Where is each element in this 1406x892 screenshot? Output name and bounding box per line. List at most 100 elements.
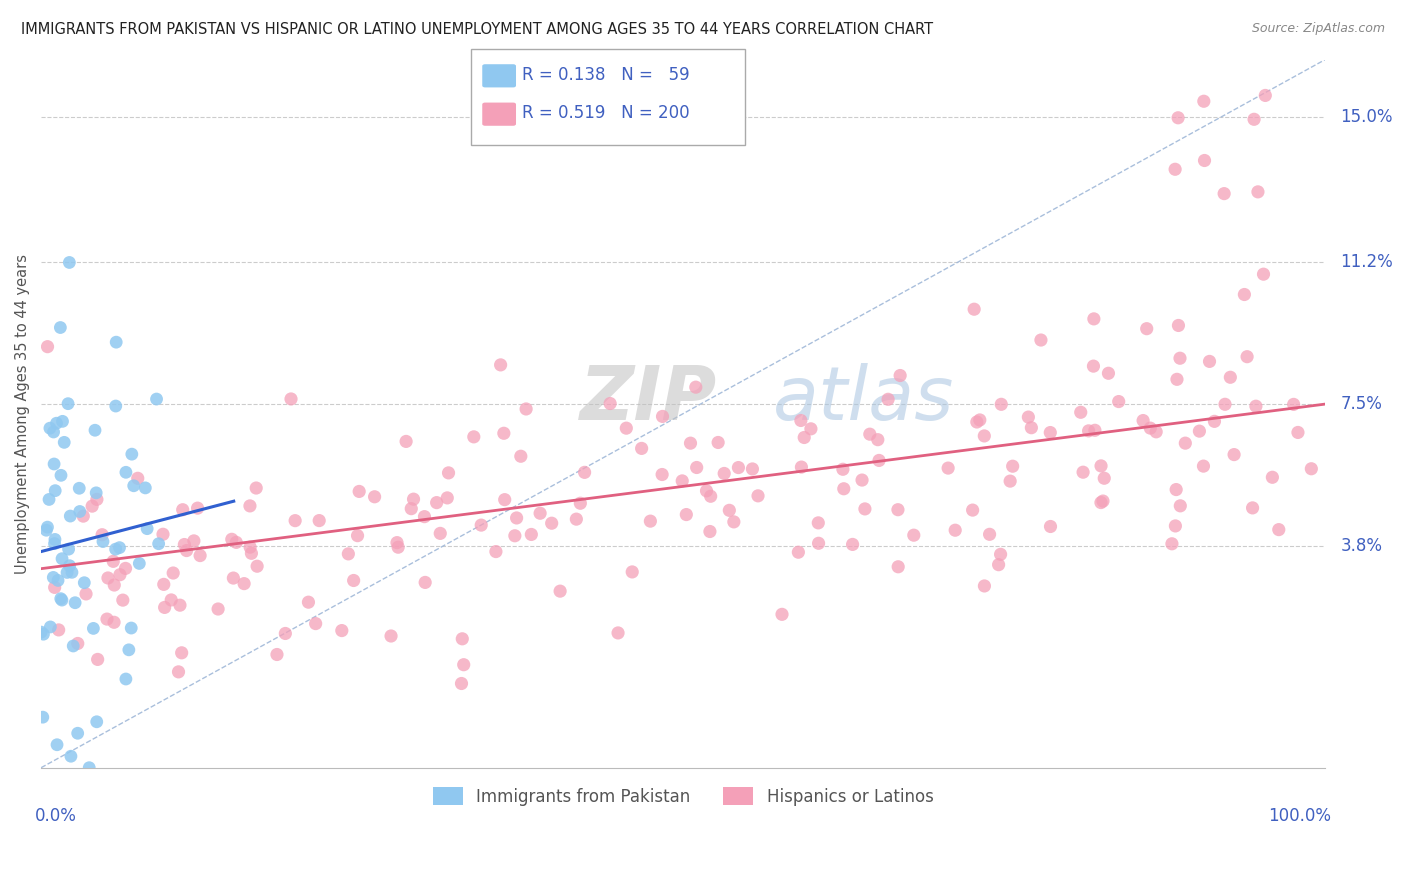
Point (1021, 420, 1043, 434)
Point (695, 483, 717, 498)
Point (297, 595, 319, 609)
Point (84, 486, 107, 500)
Point (1029, 333, 1052, 347)
Point (172, 502, 194, 516)
Point (1168, 351, 1191, 366)
Point (853, 502, 876, 516)
Point (82, 621, 104, 635)
Point (807, 516, 830, 530)
Point (685, 380, 707, 394)
Point (1097, 366, 1119, 380)
Point (1194, 153, 1216, 168)
Text: R = 0.138   N =   59: R = 0.138 N = 59 (522, 66, 689, 84)
Point (1090, 495, 1112, 509)
Text: 0.0%: 0.0% (35, 806, 76, 824)
Point (136, 522, 159, 536)
Point (851, 473, 873, 487)
Point (1001, 459, 1024, 474)
Point (574, 466, 596, 480)
Point (1092, 471, 1115, 485)
Point (160, 593, 183, 607)
Point (1219, 370, 1241, 384)
Point (747, 489, 769, 503)
Point (787, 545, 810, 559)
Point (120, 621, 142, 635)
Point (343, 574, 366, 588)
Point (699, 524, 721, 539)
Point (800, 422, 823, 436)
Point (187, 501, 209, 516)
Point (51, 593, 73, 607)
Point (1017, 410, 1039, 425)
Point (463, 430, 485, 444)
Point (1167, 111, 1189, 125)
Point (741, 462, 763, 476)
Point (401, 501, 423, 516)
Point (128, 557, 150, 571)
Point (1213, 397, 1236, 411)
Point (48, 623, 70, 637)
Point (1090, 458, 1112, 473)
Point (103, 615, 125, 630)
Point (115, 465, 138, 479)
Point (86, 492, 108, 507)
Point (49, 320, 72, 334)
Point (671, 474, 693, 488)
Point (58, 558, 80, 573)
Point (91, 534, 114, 549)
Point (346, 529, 368, 543)
Point (114, 561, 136, 575)
Point (239, 499, 262, 513)
Point (503, 529, 526, 543)
Point (990, 397, 1012, 411)
Point (32, 627, 55, 641)
Point (998, 474, 1021, 488)
Point (104, 542, 127, 557)
Point (103, 554, 125, 568)
Point (308, 514, 330, 528)
Point (1084, 423, 1107, 437)
Point (176, 543, 198, 558)
Point (44, 483, 66, 498)
Point (188, 549, 211, 563)
Point (699, 489, 721, 503)
Point (152, 577, 174, 591)
Point (887, 559, 910, 574)
Point (118, 643, 141, 657)
Point (1188, 424, 1211, 438)
Point (1077, 424, 1099, 438)
Point (49, 591, 72, 606)
Point (75, 587, 97, 601)
Point (520, 527, 543, 541)
Point (91, 527, 114, 541)
Point (936, 461, 959, 475)
Point (1091, 494, 1114, 508)
Point (727, 460, 749, 475)
Point (966, 415, 988, 429)
Point (1139, 421, 1161, 435)
Point (969, 413, 991, 427)
Legend: Immigrants from Pakistan, Hispanics or Latinos: Immigrants from Pakistan, Hispanics or L… (426, 780, 941, 813)
Point (59, 749, 82, 764)
Point (1204, 414, 1226, 428)
Point (31, 710, 53, 724)
Point (903, 528, 925, 542)
Point (56, 566, 79, 580)
Point (540, 516, 562, 531)
Point (1174, 436, 1197, 450)
Point (44, 581, 66, 595)
Point (1136, 321, 1159, 335)
Point (347, 484, 370, 499)
Point (1247, 185, 1270, 199)
Point (877, 392, 900, 407)
Point (246, 559, 269, 574)
Point (121, 447, 143, 461)
Point (1083, 311, 1105, 326)
Point (1168, 499, 1191, 513)
Point (451, 632, 474, 646)
Point (239, 540, 262, 554)
Point (1236, 350, 1258, 364)
Point (675, 508, 697, 522)
Point (162, 566, 184, 580)
Point (60, 566, 83, 580)
